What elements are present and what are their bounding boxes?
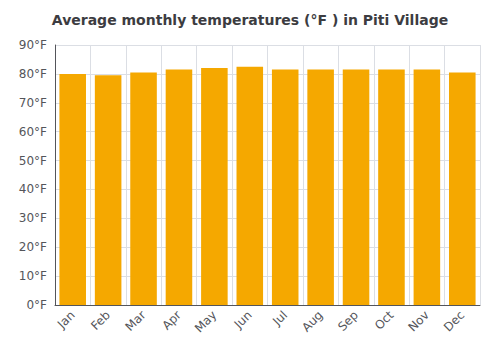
svg-text:May: May (192, 308, 219, 335)
svg-text:20°F: 20°F (19, 240, 47, 254)
svg-text:0°F: 0°F (26, 298, 47, 312)
svg-text:Jan: Jan (54, 308, 78, 332)
svg-text:50°F: 50°F (19, 154, 47, 168)
svg-text:Dec: Dec (441, 308, 467, 334)
svg-text:Aug: Aug (299, 308, 325, 334)
svg-text:Nov: Nov (405, 308, 431, 334)
svg-text:80°F: 80°F (19, 67, 47, 81)
svg-text:10°F: 10°F (19, 269, 47, 283)
svg-text:40°F: 40°F (19, 182, 47, 196)
svg-text:Jun: Jun (231, 308, 255, 332)
svg-text:Mar: Mar (123, 308, 149, 334)
svg-text:Feb: Feb (88, 308, 113, 333)
svg-text:Oct: Oct (372, 308, 397, 333)
svg-text:70°F: 70°F (19, 96, 47, 110)
svg-text:Jul: Jul (269, 308, 290, 329)
svg-text:60°F: 60°F (19, 125, 47, 139)
svg-text:Average monthly temperatures (: Average monthly temperatures (°F ) in Pi… (52, 12, 448, 28)
svg-text:Sep: Sep (335, 308, 361, 334)
svg-text:30°F: 30°F (19, 211, 47, 225)
svg-text:Apr: Apr (159, 308, 184, 333)
svg-text:90°F: 90°F (19, 38, 47, 52)
